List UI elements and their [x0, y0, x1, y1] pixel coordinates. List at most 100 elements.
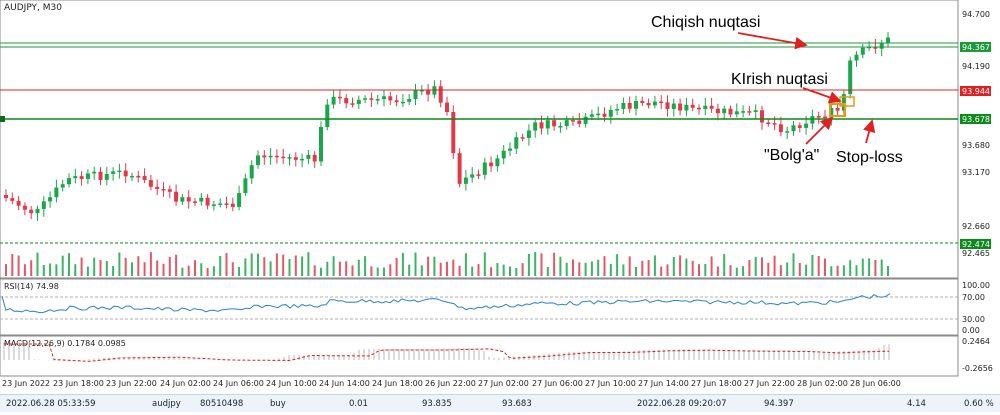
time-label: 23 Jun 22:00	[106, 379, 157, 388]
candle-body	[375, 99, 380, 101]
candle-body	[690, 104, 695, 108]
candle-body	[728, 108, 733, 115]
candle-body	[873, 46, 878, 49]
time-label: 24 Jun 02:00	[160, 379, 211, 388]
candle-body	[722, 108, 727, 114]
volume-bar	[527, 254, 530, 276]
volume-bar	[307, 252, 310, 276]
volume-bar	[572, 259, 574, 276]
time-label: 23 Jun 18:00	[53, 379, 104, 388]
volume-bar	[364, 256, 367, 276]
candle-body	[886, 37, 890, 44]
candle-body	[558, 125, 563, 128]
volume-bar	[521, 263, 524, 276]
volume-bar	[817, 255, 820, 276]
candle-body	[337, 96, 342, 99]
volume-bar	[194, 260, 196, 276]
volume-bar	[395, 257, 398, 276]
volume-bar	[874, 259, 877, 276]
volume-bar	[11, 253, 14, 276]
entry-level-value: 93.944	[962, 87, 990, 96]
candle-body	[482, 162, 487, 175]
volume-bar	[666, 264, 669, 276]
candle-body	[331, 96, 336, 105]
candle-body	[407, 99, 412, 102]
candle-body	[583, 116, 588, 124]
volume-bar	[641, 260, 644, 276]
exit-level-tag	[960, 42, 991, 52]
open-price-cell: 93.835	[422, 399, 452, 409]
volume-bar	[565, 262, 568, 276]
time-label: 27 Jun 18:00	[691, 379, 742, 388]
candle-body	[369, 98, 374, 100]
candle-body	[186, 197, 191, 202]
volume-bar	[792, 253, 795, 276]
entry-level-tag	[960, 86, 991, 96]
candle-body	[174, 191, 179, 202]
volume-bars	[5, 252, 889, 276]
candle-body	[841, 94, 846, 111]
rsi-label: RSI(14) 74.98	[4, 282, 59, 291]
candle-body	[205, 197, 210, 206]
trade-history-row[interactable]: 2022.06.28 05:33:59 audjpy 80510498 buy …	[0, 394, 1000, 412]
candle-body	[772, 123, 777, 125]
candle-body	[161, 189, 166, 191]
volume-bar	[679, 255, 682, 276]
candle-body	[262, 155, 267, 158]
candle-body	[281, 156, 286, 159]
volume-bar	[313, 265, 316, 276]
volume-bar	[842, 265, 845, 276]
candle-body	[16, 200, 21, 206]
candle-body	[495, 158, 500, 167]
volume-bar	[244, 258, 247, 276]
price-tick: 93.680	[962, 141, 990, 150]
volume-bar	[584, 262, 587, 276]
volume-bar	[723, 254, 726, 276]
volume-bar	[370, 266, 373, 276]
volume-bar	[206, 267, 209, 276]
symbol-cell: audjpy	[152, 399, 181, 409]
volume-bar	[824, 258, 826, 276]
volume-bar	[855, 265, 858, 276]
profit-cell: 4.14	[907, 399, 926, 409]
volume-bar	[345, 261, 348, 276]
candle-body	[621, 102, 626, 109]
time-axis: 23 Jun 2022 23 Jun 18:00 23 Jun 22:00 24…	[2, 379, 901, 388]
lower-level-value: 92.474	[962, 240, 990, 249]
candle-body	[211, 204, 216, 206]
volume-bar	[68, 253, 70, 276]
volume-bar	[225, 253, 228, 276]
candle-body	[854, 54, 859, 61]
macd-tick: 0.2464	[962, 337, 990, 346]
candle-body	[715, 108, 720, 114]
volume-bar	[698, 264, 700, 276]
volume-bar	[710, 256, 713, 276]
volume-bar	[729, 265, 732, 276]
candle-body	[445, 102, 449, 113]
volume-bar	[143, 262, 146, 276]
volume-bar	[250, 253, 253, 276]
stop-annotation: Stop-loss	[836, 149, 903, 166]
volume-bar	[603, 256, 606, 276]
volume-bar	[716, 266, 719, 276]
candle-body	[526, 130, 531, 138]
candle-body	[419, 90, 424, 92]
stop-level-handle[interactable]	[0, 116, 5, 122]
time-label: 28 Jun 06:00	[850, 379, 901, 388]
volume-bar	[175, 254, 178, 276]
volume-bar	[219, 255, 222, 276]
candle-body	[470, 174, 475, 178]
candle-body	[293, 157, 298, 160]
entry-annotation: KIrish nuqtasi	[731, 71, 828, 88]
volume-bar	[49, 263, 52, 276]
volume-bar	[294, 255, 297, 276]
volume-bar	[401, 252, 404, 276]
candle-body	[835, 108, 840, 111]
candle-body	[640, 101, 645, 104]
volume-bar	[376, 267, 379, 276]
volume-bar	[849, 260, 852, 276]
volume-bar	[811, 254, 814, 276]
volume-bar	[509, 266, 511, 276]
